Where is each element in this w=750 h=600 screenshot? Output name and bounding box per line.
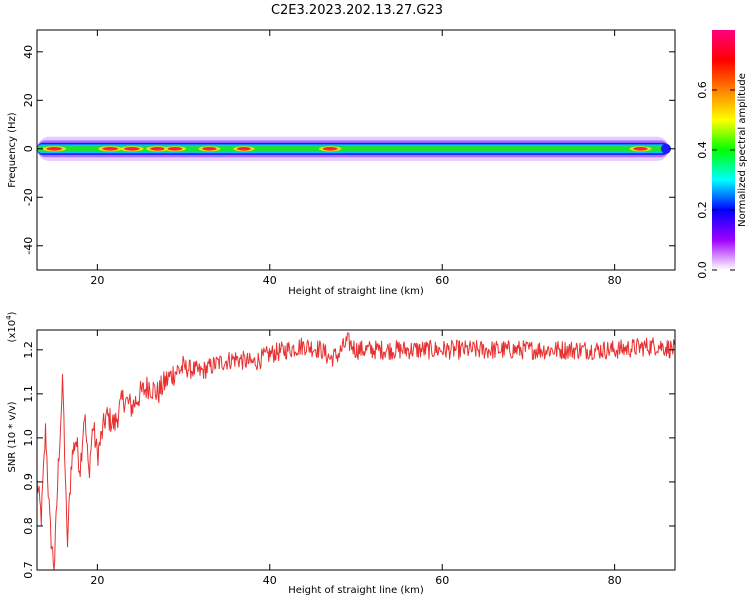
band-peak-5 [202, 146, 217, 151]
snr-x-ticks: 20 40 60 80 [90, 330, 622, 587]
x-tick-label-0: 20 [90, 274, 104, 287]
snr-x-axis-label: Height of straight line (km) [288, 585, 424, 596]
colorbar-ticks: 0.0 0.2 0.4 0.6 [696, 81, 735, 279]
colorbar-tick-label-1: 0.2 [696, 201, 709, 219]
y-tick-label-0: -40 [22, 237, 35, 255]
colorbar-tick-label-3: 0.6 [696, 81, 709, 99]
band-end-cap [660, 143, 671, 154]
band-peak-4 [167, 146, 183, 151]
colorbar: 0.0 0.2 0.4 0.6 Normalized spectral amplitu… [696, 30, 748, 279]
x-tick-label-0: 20 [90, 574, 104, 587]
x-tick-label-3: 80 [608, 574, 622, 587]
colorbar-tick-label-0: 0.0 [696, 261, 709, 279]
band-peak-3 [150, 146, 166, 151]
snr-panel: 20 40 60 80 0.7 0.8 0.9 1.0 1.1 1.2 Height of st… [5, 311, 676, 596]
spectrogram-y-axis-label: Frequency (Hz) [7, 112, 18, 188]
y-tick-label-4: 1.1 [22, 385, 35, 403]
band-peak-7 [322, 146, 338, 151]
spectral-band [37, 136, 671, 161]
snr-scale-label: (x104) [5, 311, 18, 342]
band-peak-2 [124, 146, 140, 151]
y-tick-label-2: 0.9 [22, 473, 35, 491]
band-peak-6 [237, 146, 251, 151]
figure-title: C2E3.2023.202.13.27.G23 [271, 3, 443, 18]
y-tick-label-3: 20 [22, 93, 35, 107]
band-peak-0 [46, 146, 63, 151]
y-tick-label-3: 1.0 [22, 429, 35, 447]
colorbar-tick-label-2: 0.4 [696, 141, 709, 159]
snr-y-axis-label: SNR (10 * v/v) [7, 401, 18, 472]
snr-y-ticks: 0.7 0.8 0.9 1.0 1.1 1.2 [22, 341, 675, 579]
spectrogram-x-axis-label: Height of straight line (km) [288, 286, 424, 297]
x-tick-label-2: 60 [435, 274, 449, 287]
band-green [37, 146, 669, 152]
spectrogram-panel: 20 40 60 80 -40 -20 0 20 40 Height of straight … [7, 29, 676, 297]
x-tick-label-1: 40 [263, 274, 277, 287]
spectrogram-frame [36, 29, 676, 271]
y-tick-label-1: -20 [22, 188, 35, 206]
y-tick-label-1: 0.8 [22, 517, 35, 535]
colorbar-label: Normalized spectral amplitude [737, 73, 748, 227]
snr-frame [36, 329, 676, 571]
spectrogram-y-ticks: -40 -20 0 20 40 [22, 45, 675, 255]
snr-series-line [36, 332, 676, 571]
y-tick-label-0: 0.7 [22, 561, 35, 579]
colorbar-gradient [712, 30, 735, 270]
x-tick-label-2: 60 [435, 574, 449, 587]
x-tick-label-1: 40 [263, 574, 277, 587]
y-tick-label-4: 40 [22, 45, 35, 59]
y-tick-label-5: 1.2 [22, 341, 35, 359]
y-tick-label-2: 0 [22, 145, 35, 152]
band-peak-1 [102, 146, 119, 151]
band-peak-8 [633, 146, 648, 151]
x-tick-label-3: 80 [608, 274, 622, 287]
snr-background [37, 330, 675, 570]
spectrogram-x-ticks: 20 40 60 80 [90, 30, 622, 287]
